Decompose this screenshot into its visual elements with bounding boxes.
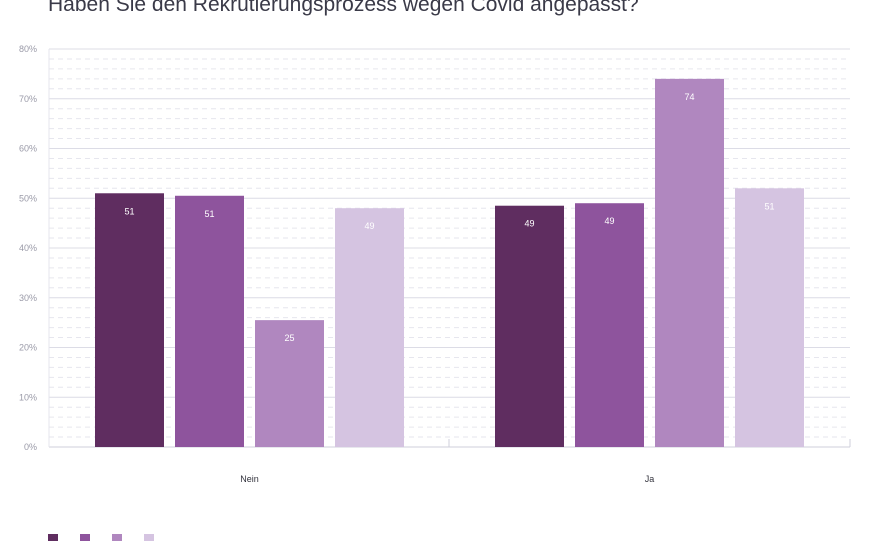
bars: 51 51 25 49 49 49 74 51 (95, 78, 804, 448)
bar (495, 205, 564, 447)
bar (175, 195, 244, 447)
data-label: 51 (764, 201, 774, 211)
data-label: 74 (684, 92, 694, 102)
legend-item (112, 534, 122, 541)
y-tick-label: 40% (19, 243, 37, 253)
data-label: 49 (604, 216, 614, 226)
x-axis: Nein Ja (240, 474, 654, 484)
bar (255, 320, 324, 447)
y-tick-label: 50% (19, 193, 37, 203)
data-label: 49 (524, 219, 534, 229)
legend-item (48, 534, 58, 541)
data-label: 49 (364, 221, 374, 231)
legend-swatch (80, 534, 90, 541)
bar (735, 188, 804, 448)
data-label: 51 (124, 206, 134, 216)
y-tick-label: 80% (19, 44, 37, 54)
legend (48, 534, 154, 541)
y-axis: 0% 10% 20% 30% 40% 50% 60% 70% 80% (19, 44, 37, 452)
bar (95, 193, 164, 447)
y-tick-label: 60% (19, 144, 37, 154)
y-tick-label: 10% (19, 392, 37, 402)
legend-swatch (144, 534, 154, 541)
y-tick-label: 70% (19, 94, 37, 104)
legend-item (144, 534, 154, 541)
y-tick-label: 20% (19, 343, 37, 353)
data-label: 51 (204, 209, 214, 219)
legend-swatch (112, 534, 122, 541)
bar (655, 78, 724, 447)
y-tick-label: 30% (19, 293, 37, 303)
bar (575, 203, 644, 447)
legend-item (80, 534, 90, 541)
bar (335, 208, 404, 447)
x-tick-label: Ja (645, 474, 655, 484)
x-tick-label: Nein (240, 474, 259, 484)
legend-swatch (48, 534, 58, 541)
y-tick-label: 0% (24, 442, 37, 452)
grid-lines (48, 48, 851, 448)
data-label: 25 (284, 333, 294, 343)
chart-title: Haben Sie den Rekrutierungsprozess wegen… (48, 0, 639, 16)
